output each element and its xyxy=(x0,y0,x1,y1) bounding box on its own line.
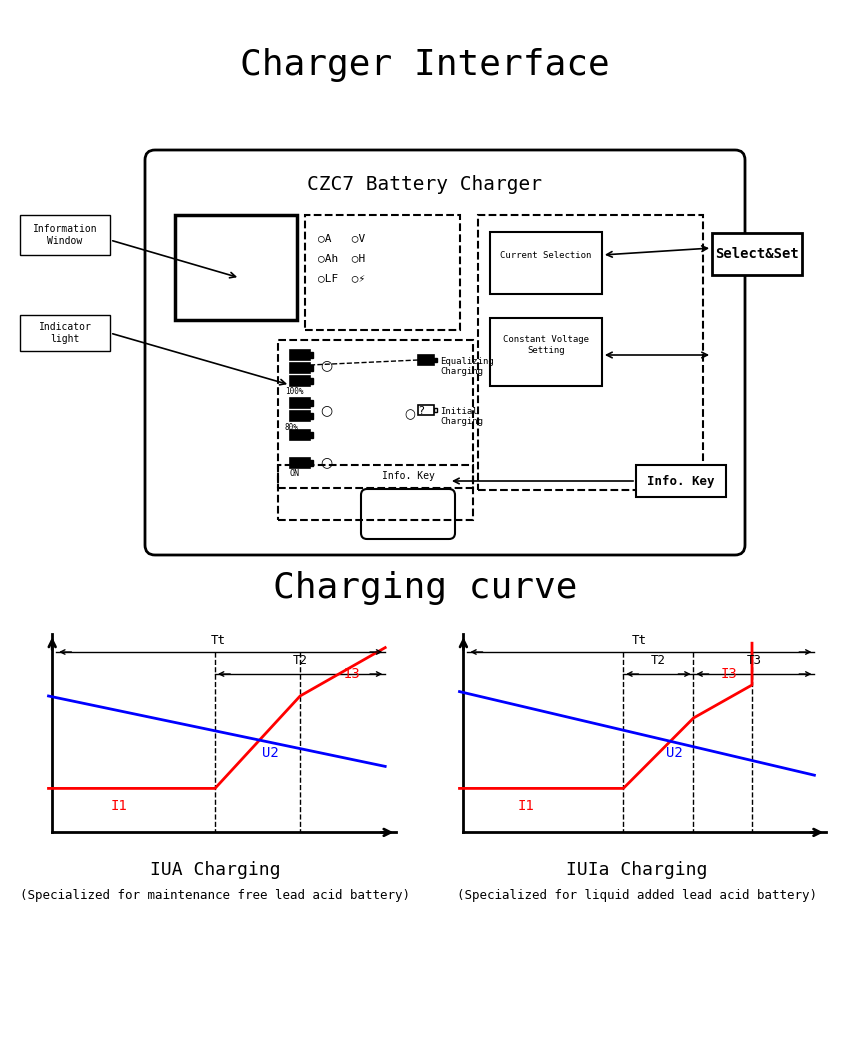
Text: I3: I3 xyxy=(720,667,737,681)
Text: Charger Interface: Charger Interface xyxy=(240,48,609,83)
Bar xyxy=(290,430,310,440)
Bar xyxy=(175,215,297,320)
Bar xyxy=(290,350,310,360)
Text: ○LF  ○⚡: ○LF ○⚡ xyxy=(318,273,366,282)
Text: Info. Key: Info. Key xyxy=(382,471,434,481)
Text: ○Ah  ○H: ○Ah ○H xyxy=(318,253,366,263)
Bar xyxy=(278,340,473,488)
Text: ON: ON xyxy=(290,470,300,478)
Text: ○: ○ xyxy=(320,358,332,372)
FancyBboxPatch shape xyxy=(361,489,455,539)
Bar xyxy=(490,318,602,386)
Bar xyxy=(434,408,437,412)
Text: 100%: 100% xyxy=(285,387,303,397)
Text: CZC7 Battery Charger: CZC7 Battery Charger xyxy=(308,176,542,195)
Text: ?: ? xyxy=(418,406,424,416)
Bar xyxy=(305,215,460,330)
Text: Equalizing
Charging: Equalizing Charging xyxy=(440,357,494,377)
Text: T2: T2 xyxy=(651,654,666,668)
Text: 80%: 80% xyxy=(285,423,299,433)
Text: U2: U2 xyxy=(262,746,279,761)
Text: ○: ○ xyxy=(320,455,332,469)
Text: I3: I3 xyxy=(343,667,360,681)
Text: Info. Key: Info. Key xyxy=(647,474,715,488)
Bar xyxy=(478,215,703,490)
Text: Constant Voltage
Setting: Constant Voltage Setting xyxy=(503,335,589,354)
Bar xyxy=(290,458,310,468)
Text: T3: T3 xyxy=(746,654,762,668)
Text: ○: ○ xyxy=(320,403,332,417)
Text: IUA Charging: IUA Charging xyxy=(150,861,280,879)
Bar xyxy=(434,358,437,362)
Text: Charging curve: Charging curve xyxy=(273,571,577,605)
Text: (Specialized for maintenance free lead acid battery): (Specialized for maintenance free lead a… xyxy=(20,889,410,901)
Text: (Specialized for liquid added lead acid battery): (Specialized for liquid added lead acid … xyxy=(457,889,817,901)
Text: Current Selection: Current Selection xyxy=(501,251,592,259)
Bar xyxy=(20,315,110,351)
Text: I1: I1 xyxy=(518,799,534,813)
Text: Initial
Charging: Initial Charging xyxy=(440,407,483,426)
Bar xyxy=(310,400,313,406)
Text: ○A   ○V: ○A ○V xyxy=(318,233,366,243)
Bar xyxy=(290,376,310,386)
Bar xyxy=(310,432,313,438)
Text: IUIa Charging: IUIa Charging xyxy=(566,861,708,879)
Bar xyxy=(310,378,313,384)
Text: Tt: Tt xyxy=(632,635,646,647)
Text: I1: I1 xyxy=(110,799,128,813)
Bar xyxy=(418,355,434,365)
Bar xyxy=(310,460,313,466)
Bar xyxy=(490,232,602,294)
Bar xyxy=(310,365,313,371)
Bar xyxy=(310,413,313,419)
Text: Information
Window: Information Window xyxy=(32,224,97,245)
Bar xyxy=(290,363,310,373)
Bar xyxy=(418,405,434,415)
Bar xyxy=(20,215,110,255)
Bar xyxy=(290,411,310,421)
Text: Select&Set: Select&Set xyxy=(715,247,799,261)
Text: T2: T2 xyxy=(292,654,308,668)
Bar xyxy=(636,466,726,497)
Bar xyxy=(310,352,313,358)
Text: ○: ○ xyxy=(404,408,415,421)
Bar xyxy=(290,398,310,408)
Text: Tt: Tt xyxy=(211,635,226,647)
Text: Indicator
light: Indicator light xyxy=(38,323,92,344)
Text: U2: U2 xyxy=(666,746,683,761)
Bar xyxy=(712,233,802,275)
Bar xyxy=(278,466,473,519)
FancyBboxPatch shape xyxy=(145,150,745,555)
